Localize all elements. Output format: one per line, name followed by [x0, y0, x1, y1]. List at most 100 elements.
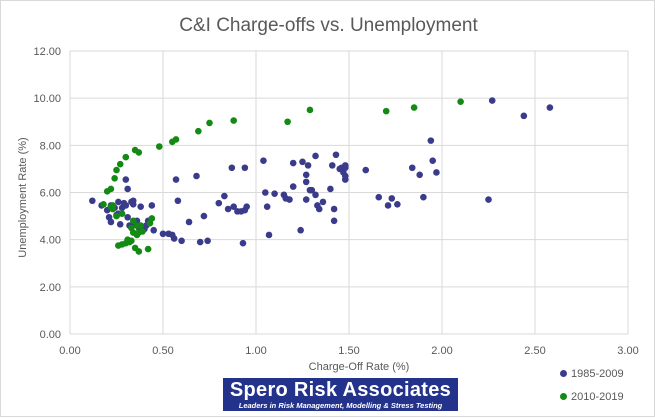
- x-tick-label: 0.50: [152, 345, 173, 357]
- data-point-series-1: [200, 212, 208, 220]
- data-point-series-1: [315, 205, 323, 213]
- data-point-series-2: [306, 106, 314, 114]
- data-point-series-1: [485, 196, 492, 203]
- data-point-series-1: [129, 200, 137, 208]
- data-point-series-1: [137, 203, 144, 210]
- data-point-series-1: [159, 230, 167, 238]
- logo-tagline: Leaders in Risk Management, Modelling & …: [238, 401, 443, 410]
- data-point-series-1: [230, 203, 237, 210]
- data-point-series-1: [388, 195, 396, 202]
- data-point-series-2: [410, 104, 418, 111]
- data-point-series-1: [299, 158, 306, 166]
- data-point-series-1: [260, 157, 267, 164]
- tick-labels: 0.00 0.50 1.00 1.50 2.00 2.50 3.00 0.00 2.00 4.00…: [33, 46, 638, 357]
- data-point-series-1: [89, 197, 96, 205]
- x-tick-label: 2.50: [524, 345, 545, 357]
- data-point-series-1: [375, 193, 383, 201]
- data-point-series-1: [263, 203, 271, 210]
- legend-item-series-1: 1985-2009: [560, 367, 624, 381]
- legend-marker-series-2: [560, 393, 567, 400]
- data-point-series-1: [241, 164, 249, 172]
- data-point-series-1: [174, 197, 182, 205]
- data-point-series-1: [312, 152, 319, 160]
- data-point-series-1: [178, 237, 185, 245]
- data-point-series-2: [129, 217, 137, 225]
- data-point-series-2: [109, 202, 117, 209]
- data-point-series-1: [193, 172, 200, 180]
- data-point-series-2: [100, 200, 107, 208]
- data-point-series-1: [341, 162, 349, 169]
- data-point-series-2: [139, 228, 146, 235]
- data-point-series-1: [408, 164, 416, 172]
- data-point-series-1: [170, 235, 178, 242]
- data-point-series-1: [384, 202, 392, 209]
- data-point-series-1: [107, 218, 115, 226]
- logo-name: Spero Risk Associates: [229, 379, 452, 401]
- data-point-series-1: [124, 185, 131, 193]
- legend-item-series-2: 2010-2019: [560, 390, 624, 404]
- data-point-series-1: [302, 178, 310, 186]
- data-point-series-1: [433, 169, 440, 176]
- gridlines: [69, 50, 629, 335]
- data-point-series-1: [328, 162, 336, 169]
- x-tick-label: 2.00: [431, 345, 452, 357]
- data-point-series-1: [327, 185, 334, 193]
- data-points: [89, 97, 554, 255]
- data-point-series-1: [546, 104, 554, 111]
- data-point-series-1: [215, 199, 223, 207]
- y-tick-label: 12.00: [33, 46, 61, 58]
- data-point-series-2: [148, 215, 156, 222]
- data-point-series-1: [172, 176, 180, 183]
- data-point-series-2: [113, 166, 120, 174]
- data-point-series-2: [284, 118, 291, 126]
- data-point-series-1: [297, 226, 304, 234]
- y-tick-label: 0.00: [40, 329, 61, 341]
- data-point-series-2: [118, 210, 126, 218]
- data-point-series-1: [239, 239, 247, 247]
- data-point-series-1: [302, 171, 310, 179]
- data-point-series-1: [289, 183, 297, 190]
- data-point-series-1: [330, 205, 338, 213]
- data-point-series-1: [304, 162, 312, 169]
- data-point-series-2: [107, 185, 115, 193]
- data-point-series-2: [195, 127, 202, 135]
- data-point-series-1: [228, 164, 236, 172]
- data-point-series-1: [341, 172, 349, 180]
- data-point-series-1: [420, 193, 427, 201]
- data-point-series-1: [319, 198, 327, 206]
- data-point-series-1: [115, 198, 122, 206]
- data-point-series-1: [488, 97, 496, 104]
- y-tick-label: 6.00: [40, 188, 61, 200]
- y-axis-title: Unemployment Rate (%): [17, 137, 29, 257]
- y-tick-label: 2.00: [40, 282, 61, 294]
- data-point-series-1: [520, 112, 528, 120]
- y-tick-label: 8.00: [40, 140, 61, 152]
- legend-label-series-1: 1985-2009: [571, 368, 624, 380]
- data-point-series-1: [148, 202, 156, 209]
- data-point-series-1: [243, 203, 250, 210]
- data-point-series-1: [196, 238, 204, 246]
- x-tick-label: 0.00: [59, 345, 80, 357]
- data-point-series-2: [155, 143, 163, 150]
- data-point-series-1: [302, 196, 310, 203]
- data-point-series-2: [230, 117, 237, 124]
- data-point-series-1: [286, 196, 293, 203]
- data-point-series-1: [224, 205, 232, 213]
- data-point-series-1: [150, 226, 157, 234]
- data-point-series-1: [429, 157, 437, 164]
- data-point-series-1: [116, 221, 124, 228]
- x-tick-label: 3.00: [617, 345, 638, 357]
- company-logo: Spero Risk Associates Leaders in Risk Ma…: [223, 378, 458, 411]
- data-point-series-2: [128, 237, 135, 245]
- y-tick-label: 4.00: [40, 235, 61, 247]
- data-point-series-2: [111, 175, 118, 182]
- data-point-series-2: [457, 98, 464, 106]
- data-point-series-1: [312, 191, 319, 199]
- x-tick-label: 1.50: [338, 345, 359, 357]
- legend-label-series-2: 2010-2019: [571, 391, 624, 403]
- data-point-series-1: [265, 231, 273, 239]
- data-point-series-1: [416, 171, 423, 179]
- y-tick-label: 10.00: [33, 93, 61, 105]
- data-point-series-1: [330, 217, 338, 225]
